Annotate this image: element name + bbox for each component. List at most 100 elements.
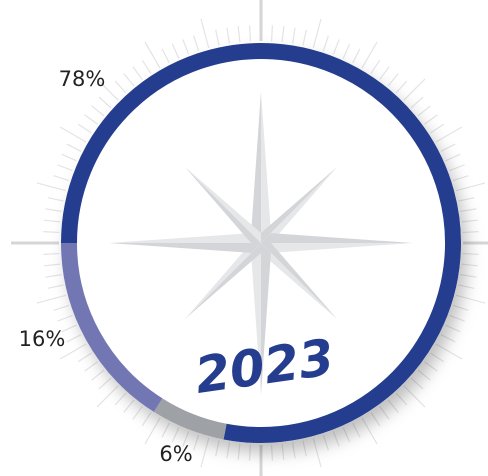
dial-tick bbox=[37, 295, 66, 303]
dial-tick bbox=[450, 315, 465, 321]
dial-tick bbox=[462, 264, 478, 266]
dial-tick bbox=[43, 254, 59, 255]
dial-tick bbox=[380, 406, 389, 419]
dial-tick bbox=[250, 445, 251, 461]
dial-tick bbox=[238, 444, 240, 460]
chart: 2023 78%6%16% bbox=[0, 0, 488, 476]
dial-tick bbox=[54, 305, 69, 310]
dial-tick bbox=[78, 353, 91, 362]
dial-tick bbox=[404, 79, 425, 100]
value-label: 78% bbox=[59, 67, 106, 91]
dial-tick bbox=[92, 106, 104, 116]
dial-tick bbox=[142, 412, 151, 425]
dial-tick bbox=[54, 176, 69, 181]
dial-tick bbox=[380, 67, 389, 80]
dial-tick bbox=[404, 386, 425, 407]
dial-tick bbox=[388, 74, 398, 86]
dial-tick bbox=[323, 435, 328, 450]
dial-tick bbox=[172, 428, 179, 443]
dial-tick bbox=[461, 275, 477, 278]
dial-tick bbox=[92, 370, 104, 380]
dial-tick bbox=[97, 386, 118, 407]
dial-tick bbox=[216, 441, 219, 457]
dial-tick bbox=[371, 412, 380, 425]
dial-tick bbox=[353, 49, 360, 63]
dial-tick bbox=[396, 81, 407, 93]
dial-tick bbox=[430, 124, 443, 133]
dial-tick bbox=[46, 275, 62, 278]
dial-tick bbox=[293, 443, 296, 459]
dial-tick bbox=[78, 124, 91, 133]
dial-tick bbox=[194, 435, 199, 450]
dial-tick bbox=[67, 335, 81, 342]
dial-tick bbox=[162, 423, 169, 437]
dial-tick bbox=[450, 165, 465, 171]
dial-tick bbox=[446, 325, 461, 332]
dial-tick bbox=[461, 209, 477, 212]
dial-tick bbox=[201, 19, 209, 48]
dial-tick bbox=[85, 362, 98, 371]
dial-tick bbox=[99, 97, 111, 108]
dial-tick bbox=[43, 232, 59, 233]
dial-tick bbox=[133, 67, 142, 80]
dial-tick bbox=[124, 74, 134, 86]
dial-tick bbox=[57, 165, 72, 171]
dial-tick bbox=[411, 97, 423, 108]
dial-tick bbox=[282, 444, 284, 460]
dial-tick bbox=[459, 285, 475, 288]
dial-tick bbox=[85, 115, 98, 124]
dial-tick bbox=[62, 154, 77, 161]
dial-tick bbox=[441, 335, 455, 342]
dial-tick bbox=[396, 393, 407, 405]
dial-tick bbox=[201, 438, 209, 467]
dial-tick bbox=[238, 26, 240, 42]
dial-tick bbox=[145, 42, 160, 68]
dial-tick bbox=[446, 154, 461, 161]
dial-tick bbox=[216, 30, 219, 46]
dial-tick bbox=[48, 285, 64, 288]
dial-tick bbox=[459, 198, 475, 201]
dial-tick bbox=[463, 254, 479, 255]
dial-tick bbox=[453, 305, 468, 310]
dial-tick bbox=[172, 44, 179, 59]
dial-tick bbox=[293, 28, 296, 44]
dial-tick bbox=[462, 220, 478, 222]
dial-tick bbox=[441, 144, 455, 151]
dial-tick bbox=[343, 428, 350, 443]
dial-tick bbox=[424, 115, 437, 124]
dial-tick bbox=[430, 353, 443, 362]
dial-tick bbox=[194, 36, 199, 51]
dial-tick bbox=[227, 28, 230, 44]
dial-tick bbox=[282, 26, 284, 42]
dial-tick bbox=[272, 25, 273, 41]
dial-tick bbox=[60, 127, 86, 142]
dial-tick bbox=[333, 432, 339, 447]
dial-tick bbox=[115, 81, 126, 93]
dial-tick bbox=[418, 106, 430, 116]
dial-tick bbox=[48, 198, 64, 201]
dial-tick bbox=[456, 295, 485, 303]
value-label: 16% bbox=[19, 327, 66, 351]
dial-tick bbox=[44, 220, 60, 222]
dial-tick bbox=[183, 39, 189, 54]
dial-tick bbox=[323, 36, 328, 51]
dial-tick bbox=[333, 39, 339, 54]
dial-tick bbox=[44, 264, 60, 266]
dial-tick bbox=[411, 378, 423, 389]
dial-tick bbox=[57, 315, 72, 321]
dial-tick bbox=[303, 441, 306, 457]
dial-tick bbox=[463, 232, 479, 233]
dial-tick bbox=[353, 423, 360, 437]
dial-tick bbox=[436, 127, 462, 142]
dial-tick bbox=[133, 406, 142, 419]
dial-tick bbox=[162, 49, 169, 63]
dial-tick bbox=[303, 30, 306, 46]
dial-tick bbox=[67, 144, 81, 151]
dial-tick bbox=[436, 344, 462, 359]
dial-tick bbox=[371, 60, 380, 73]
dial-tick bbox=[456, 183, 485, 191]
dial-tick bbox=[37, 183, 66, 191]
dial-tick bbox=[272, 445, 273, 461]
dial-tick bbox=[424, 362, 437, 371]
dial-tick bbox=[250, 25, 251, 41]
